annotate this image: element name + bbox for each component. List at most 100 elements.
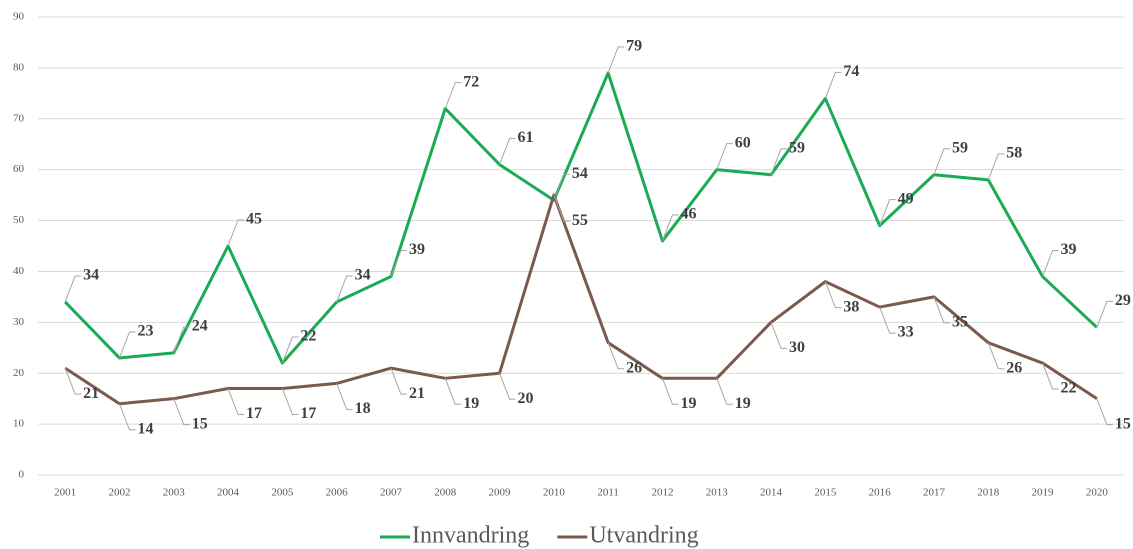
data-label: 39 (409, 241, 425, 258)
leader-line (227, 388, 245, 415)
leader-line (444, 82, 462, 109)
x-tick-label: 2007 (380, 487, 403, 499)
data-label: 19 (463, 395, 479, 412)
leader-line (390, 250, 407, 277)
x-tick-label: 2005 (271, 487, 294, 499)
data-label: 34 (83, 267, 99, 284)
data-label: 38 (843, 298, 859, 315)
leader-line (118, 331, 136, 359)
leader-line (770, 148, 788, 175)
leader-line (336, 383, 353, 410)
leader-line (444, 378, 462, 405)
data-label: 20 (518, 390, 534, 407)
data-label: 26 (626, 359, 642, 376)
x-tick-label: 2019 (1032, 487, 1055, 499)
data-label: 58 (1006, 145, 1022, 162)
y-tick-label: 90 (13, 11, 25, 23)
data-label: 46 (680, 206, 696, 223)
series-line (64, 71, 1098, 365)
leader-line (987, 342, 1005, 370)
leader-line (553, 194, 570, 222)
leader-line (281, 388, 299, 415)
x-tick-label: 2017 (923, 487, 946, 499)
leader-line (661, 378, 679, 405)
y-tick-label: 50 (13, 214, 25, 226)
leader-line (64, 275, 82, 303)
x-tick-label: 2015 (814, 487, 837, 499)
leader-line (1042, 362, 1059, 390)
x-tick-label: 2002 (108, 487, 130, 499)
y-tick-label: 80 (13, 61, 25, 73)
x-tick-label: 2020 (1086, 487, 1109, 499)
data-label: 22 (1061, 380, 1077, 397)
leader-line (64, 367, 82, 395)
data-label: 49 (898, 190, 914, 207)
leader-line (1042, 250, 1059, 277)
y-tick-label: 70 (13, 112, 25, 124)
leader-line (879, 199, 896, 226)
legend-label: Utvandring (589, 523, 698, 549)
data-label: 14 (137, 420, 153, 437)
y-tick-label: 20 (13, 367, 25, 379)
y-tick-label: 30 (13, 316, 25, 328)
leader-line (227, 219, 245, 247)
x-tick-label: 2018 (977, 487, 1000, 499)
leader-line (499, 373, 516, 400)
leader-line (607, 342, 625, 370)
data-label: 79 (626, 38, 642, 55)
leader-line (1096, 398, 1113, 426)
x-tick-label: 2004 (217, 487, 240, 499)
data-label: 17 (300, 405, 316, 422)
leader-line (173, 398, 190, 426)
x-tick-label: 2012 (651, 487, 673, 499)
data-label: 55 (572, 212, 588, 229)
x-tick-label: 2001 (54, 487, 76, 499)
data-label: 59 (952, 139, 968, 156)
leader-line (716, 143, 733, 170)
data-label: 30 (789, 339, 805, 356)
data-label: 19 (680, 395, 696, 412)
data-label: 21 (83, 385, 99, 402)
x-tick-label: 2014 (760, 487, 783, 499)
data-label: 35 (952, 314, 968, 331)
data-label: 26 (1006, 359, 1022, 376)
y-tick-label: 60 (13, 163, 25, 175)
x-tick-label: 2016 (869, 487, 892, 499)
data-label: 22 (300, 328, 316, 345)
data-label: 29 (1115, 292, 1131, 309)
data-label: 45 (246, 211, 262, 228)
legend-label: Innvandring (412, 523, 529, 549)
leader-line (499, 138, 516, 165)
data-label: 34 (355, 267, 371, 284)
leader-line (336, 275, 353, 303)
data-label: 61 (518, 129, 534, 146)
x-tick-label: 2009 (489, 487, 512, 499)
x-tick-label: 2013 (706, 487, 729, 499)
leader-line (933, 296, 950, 324)
y-tick-label: 0 (19, 469, 25, 481)
leader-line (390, 367, 407, 395)
data-label: 17 (246, 405, 262, 422)
data-label: 33 (898, 324, 914, 341)
series-line (64, 193, 1098, 406)
leader-line (824, 281, 842, 309)
leader-line (661, 214, 679, 242)
data-label: 24 (192, 318, 208, 335)
leader-line (1096, 300, 1113, 328)
data-label: 54 (572, 165, 588, 182)
data-label: 72 (463, 73, 479, 90)
leader-line (553, 173, 570, 201)
y-tick-label: 40 (13, 265, 25, 277)
leader-line (770, 322, 788, 349)
x-tick-label: 2003 (163, 487, 186, 499)
leader-line (173, 326, 190, 354)
x-tick-label: 2008 (434, 487, 457, 499)
leader-line (987, 153, 1005, 181)
data-label: 19 (735, 395, 751, 412)
data-label: 21 (409, 385, 425, 402)
y-tick-label: 10 (13, 418, 25, 430)
leader-line (281, 336, 299, 364)
leader-line (607, 46, 625, 74)
data-label: 15 (1115, 415, 1131, 432)
leader-line (716, 378, 733, 405)
